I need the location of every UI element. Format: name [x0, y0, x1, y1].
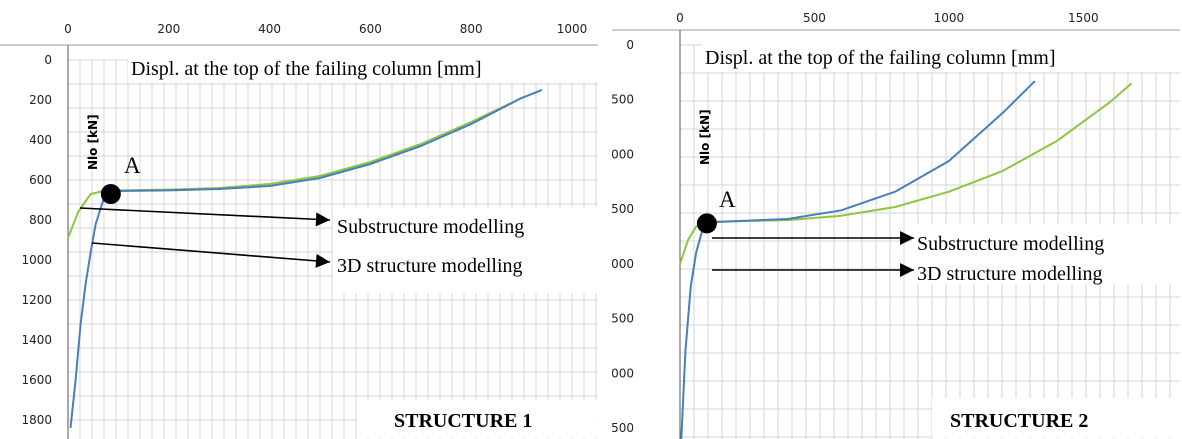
y-tick-label: 3000: [612, 366, 634, 380]
point-a-marker: [696, 213, 717, 234]
arrow-substructure-head: [900, 231, 914, 245]
y-tick-label: 0: [44, 53, 52, 67]
arrow-3d-line: [91, 242, 331, 263]
x-tick-label: 1000: [557, 22, 588, 36]
y-tick-label: 3500: [612, 421, 634, 435]
y-tick-label: 2000: [612, 257, 634, 271]
x-tick-label: 0: [676, 11, 684, 25]
arrow-3d-head: [900, 263, 914, 277]
legend-label-substructure: Substructure modelling: [337, 216, 524, 238]
legend-label-3d: 3D structure modelling: [337, 255, 523, 277]
y-axis-label: Nlo [kN]: [86, 114, 100, 170]
chart-title: STRUCTURE 2: [950, 410, 1088, 432]
arrow-substructure-line: [79, 207, 331, 221]
structure-1-plot: 0 200 400 600 800 1000 0 200 400 600 800 1000 1200 14…: [0, 22, 599, 439]
structure-1-chart: 0 200 400 600 800 1000 0 200 400 600 800 1000 1200 14…: [0, 22, 599, 439]
structure-2-plot: 0 500 1000 1500 0 500 1000 1500 2000 2500 3000 3500…: [612, 11, 1180, 439]
x-tick-label: 800: [460, 22, 483, 36]
x-tick-label: 200: [157, 22, 180, 36]
x-tick-label: 0: [64, 22, 72, 36]
x-tick-label: 500: [803, 11, 826, 25]
x-tick-label: 400: [258, 22, 281, 36]
legend-box: [912, 224, 1180, 284]
3d-structure-series-line: [680, 80, 1036, 439]
substructure-series-line: [67, 89, 543, 239]
point-a-label: A: [124, 153, 141, 178]
legend-label-substructure: Substructure modelling: [917, 233, 1104, 255]
y-tick-label: 800: [29, 213, 52, 227]
chart-title: STRUCTURE 1: [394, 410, 532, 432]
arrow-3d-head: [315, 253, 330, 268]
y-tick-label: 1000: [21, 253, 52, 267]
x-tick-label: 1000: [934, 11, 965, 25]
y-tick-label: 2500: [612, 312, 634, 326]
legend-label-3d: 3D structure modelling: [917, 263, 1103, 285]
y-tick-label: 1600: [21, 373, 52, 387]
gridlines: [67, 59, 598, 439]
y-tick-label: 1000: [612, 147, 634, 161]
3d-structure-series-line: [69, 89, 543, 429]
y-tick-label: 1500: [612, 202, 634, 216]
y-axis-label: Nlo [kN]: [698, 109, 712, 165]
y-tick-label: 1200: [21, 293, 52, 307]
x-tick-label: 1500: [1068, 11, 1099, 25]
point-a-marker: [100, 184, 121, 204]
y-tick-label: 200: [29, 93, 52, 107]
chart-title-box: [357, 400, 597, 438]
y-tick-label: 600: [29, 173, 52, 187]
xlabel-box: [128, 52, 598, 82]
y-tick-label: 500: [612, 93, 634, 107]
chart-title-box: [932, 398, 1180, 438]
structure-2-chart: 0 500 1000 1500 0 500 1000 1500 2000 2500 3000 3500…: [612, 0, 1182, 439]
y-tick-label: 1800: [21, 413, 52, 427]
x-tick-label: 600: [359, 22, 382, 36]
legend-box: [333, 207, 599, 293]
point-a-label: A: [719, 187, 736, 212]
arrow-substructure-head: [315, 212, 330, 227]
plot-layer: [0, 44, 598, 439]
y-tick-label: 0: [626, 38, 634, 52]
x-axis-label: Displ. at the top of the failing column …: [705, 47, 1056, 69]
y-tick-label: 1400: [21, 333, 52, 347]
x-axis-label: Displ. at the top of the failing column …: [131, 58, 482, 80]
y-tick-label: 400: [29, 133, 52, 147]
xlabel-box: [702, 40, 1180, 72]
